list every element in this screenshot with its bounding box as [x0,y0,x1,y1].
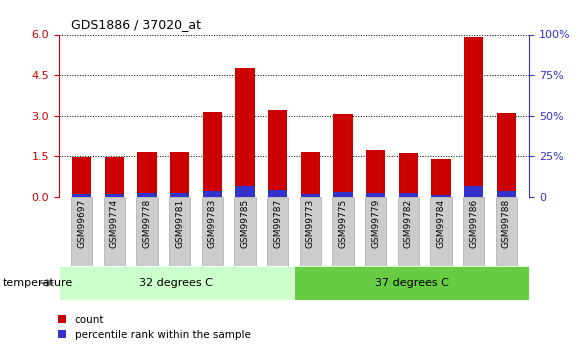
Bar [464,186,483,197]
Text: GSM99781: GSM99781 [175,199,184,248]
Text: temperature: temperature [3,278,73,288]
FancyBboxPatch shape [234,197,256,266]
FancyBboxPatch shape [430,197,452,266]
Bar [333,114,353,197]
FancyBboxPatch shape [299,197,321,266]
FancyBboxPatch shape [496,197,517,266]
Bar [202,191,222,197]
Bar [235,68,255,197]
Bar [464,37,483,197]
Bar [170,152,189,197]
Bar [72,195,92,197]
Bar [72,157,92,197]
Bar [137,194,157,197]
Bar [496,191,516,197]
FancyBboxPatch shape [71,197,92,266]
FancyBboxPatch shape [103,197,125,266]
Text: GSM99774: GSM99774 [110,199,119,248]
Bar [268,190,288,197]
FancyBboxPatch shape [136,197,158,266]
Text: 32 degrees C: 32 degrees C [139,278,213,288]
Text: GSM99788: GSM99788 [502,199,511,248]
FancyBboxPatch shape [202,197,223,266]
Bar [496,113,516,197]
Bar [431,195,451,197]
Bar [202,111,222,197]
FancyBboxPatch shape [365,197,386,266]
Bar [105,195,124,197]
FancyBboxPatch shape [332,197,354,266]
FancyBboxPatch shape [397,197,419,266]
Text: GSM99782: GSM99782 [404,199,413,248]
FancyBboxPatch shape [169,197,191,266]
Text: GSM99779: GSM99779 [371,199,380,248]
Bar [268,110,288,197]
Text: GSM99783: GSM99783 [208,199,217,248]
Bar [235,186,255,197]
Bar [137,152,157,197]
Bar [170,194,189,197]
Text: GSM99697: GSM99697 [77,199,86,248]
FancyBboxPatch shape [294,266,529,300]
Text: GSM99784: GSM99784 [436,199,446,248]
FancyBboxPatch shape [267,197,289,266]
Bar [366,194,386,197]
Bar [300,194,320,197]
Bar [431,159,451,197]
Bar [300,152,320,197]
Bar [333,192,353,197]
Bar [105,157,124,197]
Text: GDS1886 / 37020_at: GDS1886 / 37020_at [71,18,201,31]
Text: GSM99787: GSM99787 [273,199,282,248]
Bar [399,153,418,197]
Text: GSM99778: GSM99778 [142,199,152,248]
Legend: count, percentile rank within the sample: count, percentile rank within the sample [58,315,250,340]
Bar [366,150,386,197]
Text: 37 degrees C: 37 degrees C [375,278,449,288]
FancyBboxPatch shape [463,197,485,266]
Text: GSM99773: GSM99773 [306,199,315,248]
FancyBboxPatch shape [59,266,294,300]
Text: GSM99785: GSM99785 [240,199,249,248]
Text: GSM99786: GSM99786 [469,199,478,248]
Text: GSM99775: GSM99775 [339,199,348,248]
Bar [399,194,418,197]
